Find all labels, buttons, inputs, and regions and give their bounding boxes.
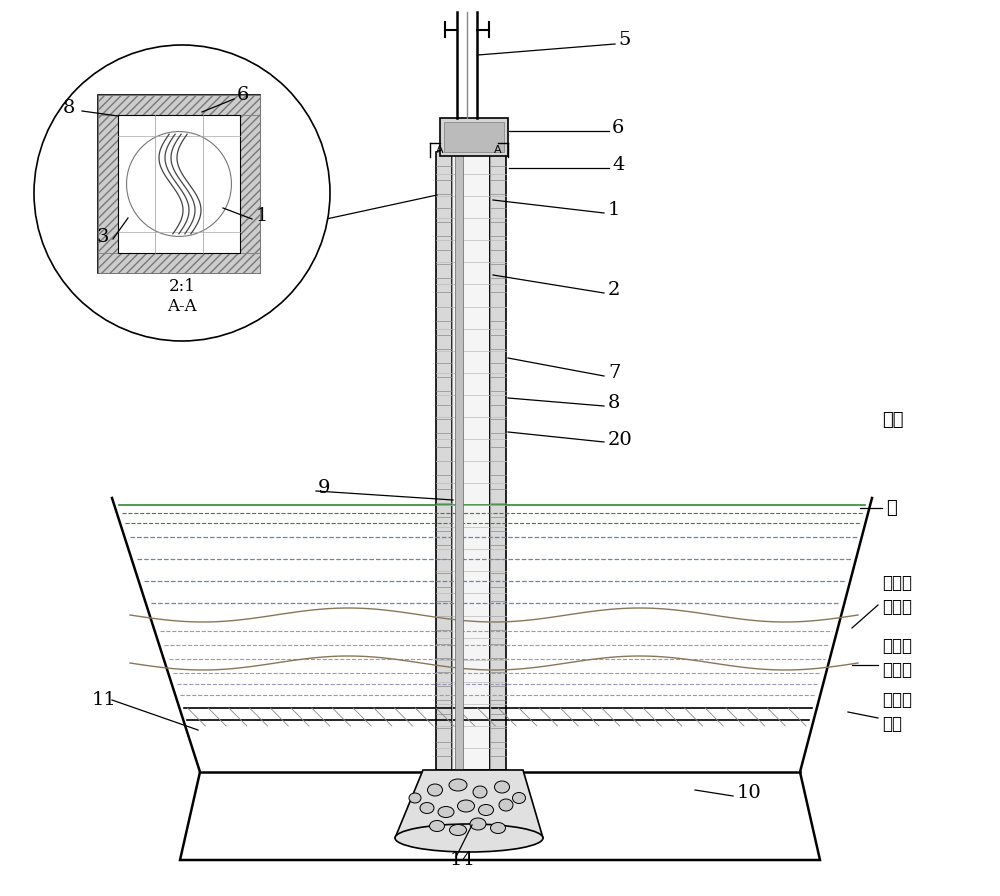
Bar bbox=[98, 95, 260, 273]
Ellipse shape bbox=[499, 799, 513, 811]
Text: 5: 5 bbox=[618, 31, 630, 49]
Ellipse shape bbox=[458, 800, 475, 812]
Text: 2: 2 bbox=[608, 281, 620, 299]
Ellipse shape bbox=[428, 784, 442, 796]
Text: 10: 10 bbox=[737, 784, 762, 802]
Bar bbox=[490, 152, 506, 770]
Bar bbox=[452, 152, 490, 770]
Ellipse shape bbox=[395, 824, 543, 852]
Text: 8: 8 bbox=[63, 99, 75, 117]
Text: 20: 20 bbox=[608, 431, 633, 449]
Text: 9: 9 bbox=[318, 479, 330, 497]
Ellipse shape bbox=[449, 779, 467, 791]
Ellipse shape bbox=[420, 803, 434, 814]
Text: 2:1: 2:1 bbox=[169, 278, 195, 295]
Text: 空气: 空气 bbox=[882, 411, 904, 429]
Circle shape bbox=[34, 45, 330, 341]
Text: 8: 8 bbox=[608, 394, 620, 412]
Text: 11: 11 bbox=[92, 691, 117, 709]
Text: A: A bbox=[436, 145, 444, 155]
Bar bbox=[455, 152, 463, 770]
Ellipse shape bbox=[430, 821, 444, 831]
Bar bbox=[240, 115, 260, 253]
Bar bbox=[98, 253, 260, 273]
Text: A: A bbox=[494, 145, 502, 155]
Text: 6: 6 bbox=[612, 119, 624, 137]
Text: 1: 1 bbox=[608, 201, 620, 219]
Ellipse shape bbox=[494, 781, 510, 793]
Ellipse shape bbox=[470, 818, 486, 830]
Text: 高含水
率淤泥: 高含水 率淤泥 bbox=[882, 574, 912, 616]
Ellipse shape bbox=[479, 805, 494, 815]
Ellipse shape bbox=[512, 792, 526, 804]
Text: 4: 4 bbox=[612, 156, 624, 174]
Ellipse shape bbox=[409, 793, 421, 803]
Text: 水: 水 bbox=[886, 499, 897, 517]
Ellipse shape bbox=[450, 824, 466, 835]
Bar bbox=[118, 115, 240, 253]
Polygon shape bbox=[395, 770, 543, 838]
Text: 6: 6 bbox=[237, 86, 249, 104]
Bar bbox=[98, 115, 118, 253]
Bar bbox=[444, 122, 504, 152]
Text: 7: 7 bbox=[608, 364, 620, 382]
Text: 3: 3 bbox=[97, 228, 110, 246]
Text: 河床或
渠底: 河床或 渠底 bbox=[882, 691, 912, 733]
Ellipse shape bbox=[473, 786, 487, 798]
Bar bbox=[440, 118, 508, 156]
Text: 低含水
率淤泥: 低含水 率淤泥 bbox=[882, 637, 912, 679]
Bar bbox=[98, 95, 260, 115]
Text: 1: 1 bbox=[256, 207, 268, 225]
Text: 14: 14 bbox=[450, 851, 475, 869]
Text: A-A: A-A bbox=[167, 297, 197, 314]
Bar bbox=[436, 152, 452, 770]
Ellipse shape bbox=[438, 806, 454, 817]
Ellipse shape bbox=[490, 823, 506, 833]
